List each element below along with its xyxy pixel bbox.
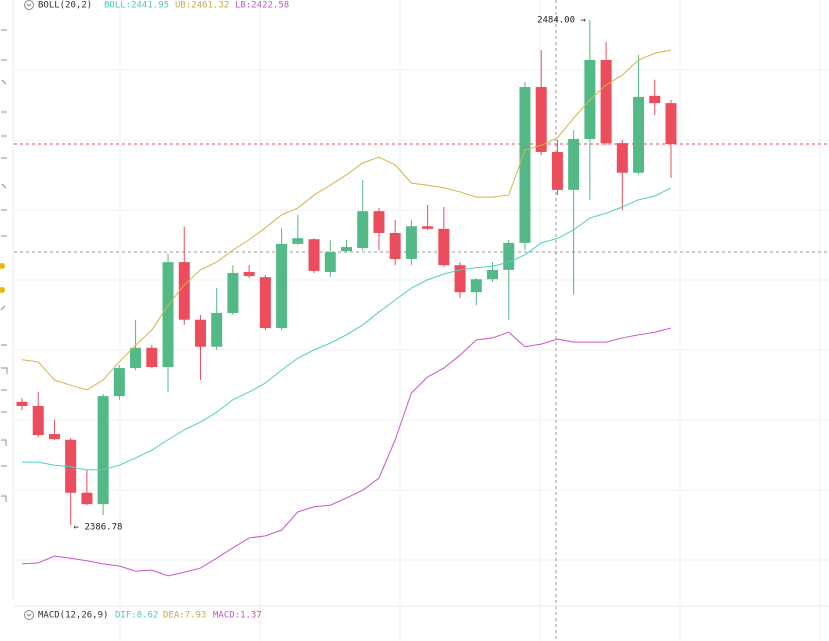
indicator-value: UB:2461.32 [175,1,229,11]
candle-body [162,262,174,368]
indicator-label: BOLL(20,2) [38,1,92,11]
band-line [21,327,672,577]
candle-body [113,368,125,397]
candle-body [292,238,304,244]
candle-body [487,269,499,280]
band-line [21,49,672,391]
crosshair [14,0,829,641]
indicator-value: LB:2422.58 [235,1,289,11]
band-line [22,187,672,471]
macd-label: MACD(12,26,9) [38,611,108,621]
macd-value: MACD:1.37 [213,611,262,621]
candle-body [146,347,158,368]
candle-body [503,242,515,270]
candle-body [389,232,401,259]
candle-body [470,279,482,293]
candle-body [65,439,77,493]
indicator-toggle[interactable] [24,0,34,620]
candle-body [211,312,223,347]
candle-body [357,211,369,249]
macd-value: DIF:8.62 [115,611,158,621]
macd-value: DEA:7.93 [163,611,206,621]
indicator-value: BOLL:2441.95 [104,1,169,11]
candle-body [308,239,320,271]
candle-body [32,405,44,436]
candle-body [194,319,206,347]
grid [14,0,829,641]
candle-body [227,272,239,313]
candle-body [178,262,190,320]
candle-body [616,143,628,173]
candle-body [324,252,336,272]
candle-body [633,96,645,173]
toolbar[interactable] [0,0,14,600]
candle-body [438,228,450,266]
low-annotation: ← 2386.78 [74,523,123,533]
candle-body [519,87,531,243]
candle-body [48,434,60,440]
candle-body [649,95,661,104]
candle-body [422,226,434,229]
candle-body [405,226,417,259]
candle-body [97,396,109,505]
candle-body [535,87,547,152]
candle-body [16,401,28,406]
candle-body [243,271,255,277]
high-annotation: 2484.00 → [537,16,586,26]
candle-body [454,265,466,293]
candle-body [276,243,288,329]
candle-body [81,492,93,505]
candle-body [551,151,563,190]
candle-body [130,347,142,369]
candle-body [341,247,352,252]
candle-body [568,138,580,190]
candle-body [373,211,385,233]
candle-body [600,60,612,144]
candle-body [259,277,271,329]
candle-body [665,103,677,145]
